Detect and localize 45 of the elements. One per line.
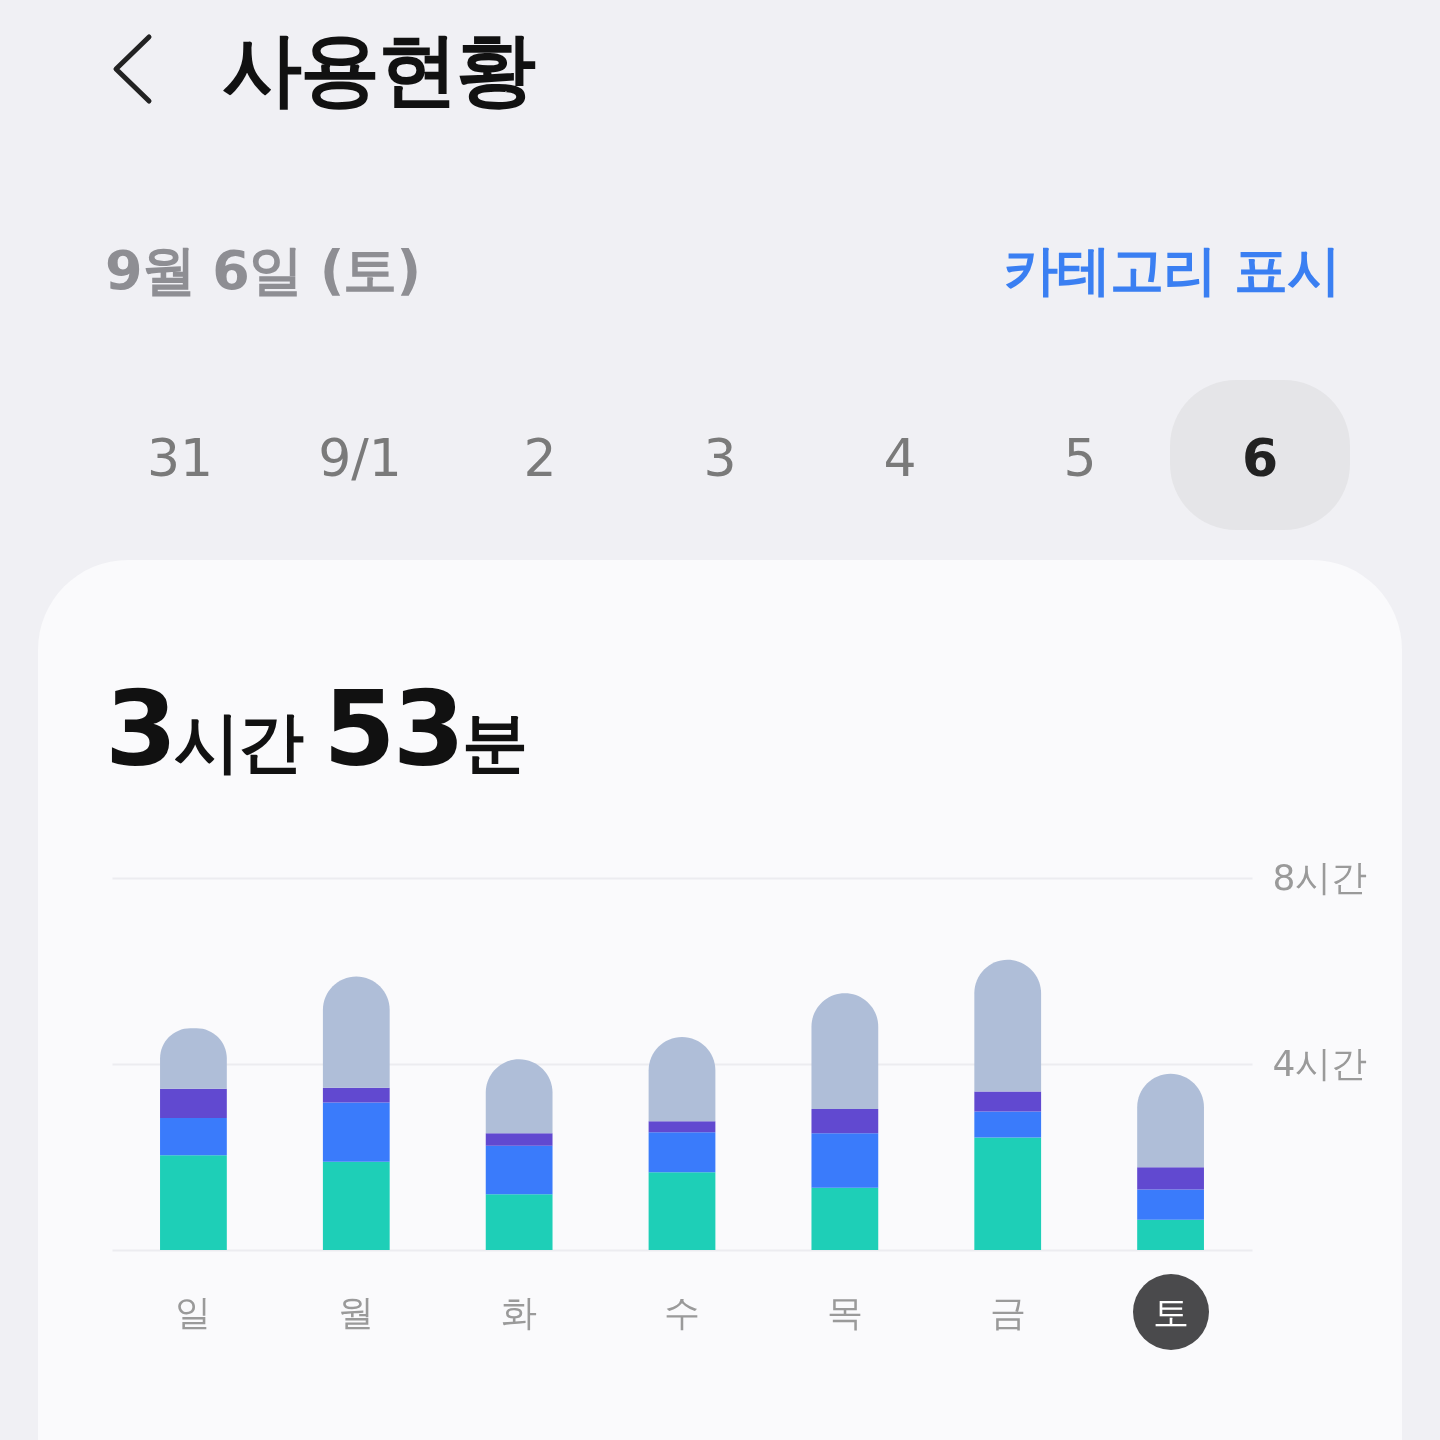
bar [974, 1137, 1042, 1250]
bar [974, 1111, 1042, 1138]
bar [1137, 1167, 1204, 1190]
x-tick-label: 금 [989, 1291, 1026, 1333]
y-tick-label: 4시간 [1272, 1042, 1368, 1084]
text: 4 [882, 428, 918, 488]
bar [160, 1117, 227, 1156]
bar [485, 1145, 553, 1195]
bar [648, 1132, 716, 1173]
x-tick-label: 목 [826, 1291, 863, 1333]
bar [648, 1172, 716, 1250]
bar [322, 1087, 390, 1103]
bar [648, 1121, 716, 1133]
bar [160, 1088, 227, 1118]
text: 3 [703, 428, 737, 488]
bar [322, 1102, 390, 1162]
x-tick-label: 월 [338, 1291, 375, 1333]
text: 2 [522, 428, 558, 488]
x-tick-label: 수 [664, 1291, 700, 1333]
bar [322, 1161, 390, 1250]
text: 시간 53분 [174, 668, 527, 790]
x-tick-label: 화 [501, 1291, 538, 1333]
bar [160, 1155, 227, 1250]
text: 31 [145, 428, 215, 488]
x-tick-label: 일 [175, 1291, 212, 1333]
text: 5 [1062, 428, 1098, 488]
bar [811, 1109, 879, 1134]
bar [811, 993, 879, 1110]
text: 카테고리 표시 [1004, 238, 1340, 304]
text: 3 [105, 668, 175, 790]
bar [811, 1133, 879, 1188]
text: 6 [1240, 428, 1280, 488]
chart-title: 사용현황 [222, 22, 534, 118]
bar [1137, 1189, 1204, 1220]
text: 9/1 [317, 428, 403, 488]
bar [811, 1187, 879, 1250]
bar [974, 1091, 1042, 1112]
bar [974, 959, 1042, 1092]
bar [322, 976, 390, 1088]
bar [485, 1194, 553, 1250]
bar [485, 1133, 553, 1146]
bar [1137, 1219, 1204, 1250]
y-tick-label: 8시간 [1272, 856, 1368, 898]
chart-subtitle: 9월 6일 (토) [105, 238, 421, 304]
x-tick-label: 토 [1152, 1291, 1189, 1333]
